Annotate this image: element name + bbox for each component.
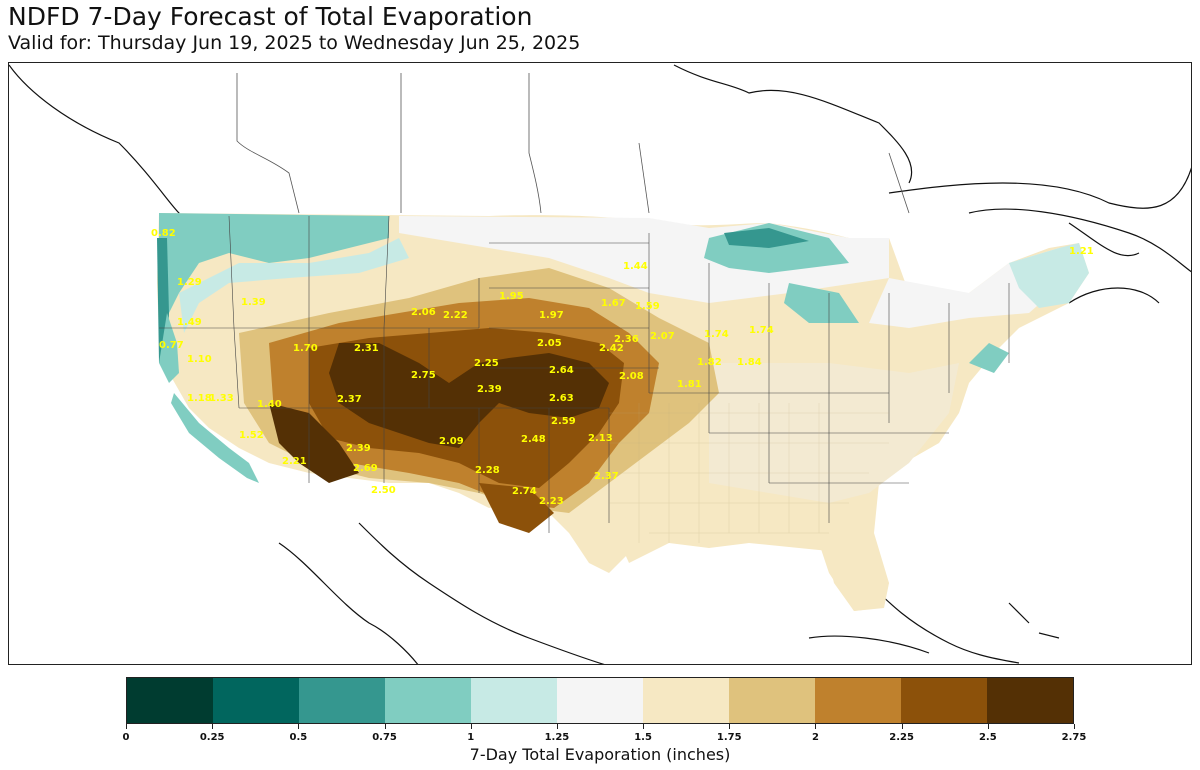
colorbar-tick-label: 0.25 <box>199 732 225 743</box>
map-value-label: 1.59 <box>635 301 660 312</box>
colorbar-tick-label: 0.5 <box>289 732 308 743</box>
coastline-outlines <box>9 64 1191 664</box>
colorbar-tick-mark <box>1074 724 1075 729</box>
map-value-label: 2.74 <box>512 486 537 497</box>
colorbar-tick-mark <box>556 724 558 729</box>
colorbar-segment <box>643 678 729 723</box>
colorbar-tick-mark <box>815 724 817 729</box>
map-title: NDFD 7-Day Forecast of Total Evaporation <box>8 2 533 31</box>
colorbar-tick-label: 2.25 <box>889 732 914 743</box>
map-value-label: 2.13 <box>588 433 613 444</box>
map-value-label: 1.21 <box>1069 246 1094 257</box>
colorbar-segment <box>557 678 643 723</box>
map-value-label: 1.52 <box>239 430 264 441</box>
colorbar-tick-label: 1.5 <box>634 732 652 743</box>
map-value-label: 2.64 <box>549 365 574 376</box>
map-value-label: 1.74 <box>749 325 774 336</box>
colorbar-segment <box>901 678 987 723</box>
map-value-label: 2.21 <box>282 456 307 467</box>
colorbar-tick-mark <box>643 724 645 729</box>
colorbar-tick-label: 2 <box>811 732 819 743</box>
map-value-label: 2.37 <box>594 471 619 482</box>
colorbar-tick-label: 2.75 <box>1061 732 1087 743</box>
colorbar-tick-mark <box>729 724 731 729</box>
map-value-label: 1.81 <box>677 379 702 390</box>
map-canvas: 2.64 2.63 2.59 2.48 2.74 2.23 2.39 2.75 … <box>9 64 1191 664</box>
map-value-label: 2.42 <box>599 343 624 354</box>
map-value-label: 2.05 <box>537 338 562 349</box>
map-value-label: 1.18 <box>187 393 212 404</box>
colorbar-tick-mark <box>987 724 989 729</box>
map-value-label: 1.74 <box>704 329 729 340</box>
map-value-label: 2.09 <box>439 436 464 447</box>
county-grid <box>609 403 889 543</box>
colorbar-tick-label: 1 <box>467 732 475 743</box>
map-value-label: 1.33 <box>209 393 234 404</box>
colorbar-tick-label: 0.75 <box>372 732 397 743</box>
map-value-label: 2.39 <box>346 443 371 454</box>
map-value-label: 1.95 <box>499 291 524 302</box>
map-value-label: 1.82 <box>697 357 722 368</box>
colorbar-segment <box>471 678 557 723</box>
map-value-label: 1.97 <box>539 310 564 321</box>
colorbar-tick-mark <box>298 724 300 729</box>
map-value-label: 0.82 <box>151 228 176 239</box>
map-value-label: 2.37 <box>337 394 362 405</box>
valid-period-subtitle: Valid for: Thursday Jun 19, 2025 to Wedn… <box>8 32 581 54</box>
map-value-label: 1.44 <box>623 261 648 272</box>
map-value-label: 2.22 <box>443 310 468 321</box>
map-value-label: 2.07 <box>650 331 675 342</box>
map-value-label: 2.39 <box>477 384 502 395</box>
colorbar-segment <box>213 678 299 723</box>
colorbar-tick-mark <box>901 724 903 729</box>
colorbar-tick-mark <box>384 724 386 729</box>
colorbar-segment <box>987 678 1073 723</box>
map-value-label: 1.39 <box>241 297 266 308</box>
map-value-label: 1.67 <box>601 298 626 309</box>
map-value-label: 1.84 <box>737 357 762 368</box>
colorbar <box>126 677 1074 724</box>
map-value-label: 1.40 <box>257 399 282 410</box>
map-value-label: 2.25 <box>474 358 499 369</box>
map-value-label: 1.29 <box>177 277 202 288</box>
map-value-label: 2.69 <box>353 463 378 474</box>
colorbar-tick-mark <box>212 724 214 729</box>
colorbar-tick-label: 0 <box>122 732 130 743</box>
colorbar-segment <box>729 678 815 723</box>
state-borders <box>159 215 1010 533</box>
map-value-label: 1.10 <box>187 354 212 365</box>
colorbar-label: 7-Day Total Evaporation (inches) <box>469 745 731 764</box>
map-value-label: 1.70 <box>293 343 318 354</box>
colorbar-tick-mark <box>470 724 472 729</box>
colorbar-tick-label: 1.75 <box>716 732 742 743</box>
map-value-label: 2.28 <box>475 465 500 476</box>
map-value-label: 2.06 <box>411 307 436 318</box>
map-value-label: 2.23 <box>539 496 564 507</box>
value-labels: 2.64 2.63 2.59 2.48 2.74 2.23 2.39 2.75 … <box>151 228 1094 507</box>
map-value-label: 1.49 <box>177 317 202 328</box>
map-value-label: 0.77 <box>159 340 184 351</box>
map-value-label: 2.75 <box>411 370 436 381</box>
colorbar-segment <box>815 678 901 723</box>
forecast-map: 2.64 2.63 2.59 2.48 2.74 2.23 2.39 2.75 … <box>8 62 1192 665</box>
colorbar-segment <box>299 678 385 723</box>
canada-province-borders <box>236 73 910 214</box>
map-value-label: 2.31 <box>354 343 379 354</box>
colorbar-tick-label: 2.5 <box>978 732 997 743</box>
colorbar-segment <box>127 678 213 723</box>
colorbar-tick-label: 1.25 <box>544 732 570 743</box>
colorbar-tick-mark <box>126 724 127 729</box>
map-value-label: 2.36 <box>614 334 639 345</box>
map-value-label: 2.50 <box>371 485 396 496</box>
colorbar-segment <box>385 678 471 723</box>
map-value-label: 2.63 <box>549 393 574 404</box>
map-value-label: 2.59 <box>551 416 576 427</box>
map-value-label: 2.08 <box>619 371 644 382</box>
evaporation-field <box>157 213 1089 611</box>
map-value-label: 2.48 <box>521 434 546 445</box>
